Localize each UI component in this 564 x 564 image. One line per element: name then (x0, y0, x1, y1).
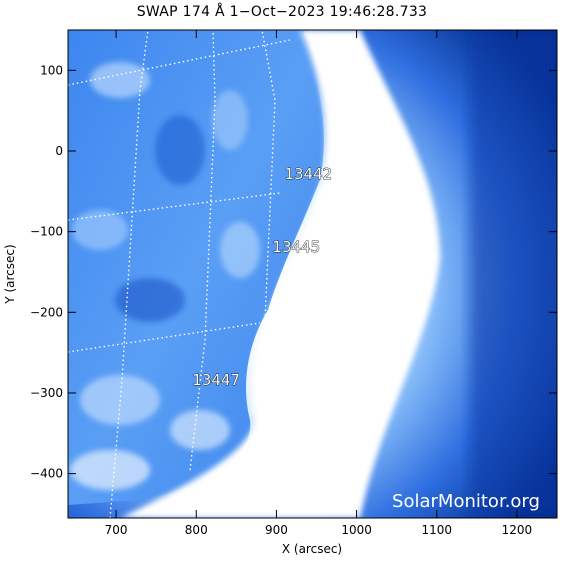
x-tick-label: 1100 (421, 523, 452, 537)
y-tick-label: −200 (30, 305, 63, 319)
active-region-labels: 13442 13445 13447 (192, 165, 333, 389)
x-tick-label: 1000 (341, 523, 372, 537)
active-region-label-13447: 13447 (192, 371, 240, 389)
x-tick-label: 700 (105, 523, 128, 537)
disk-texture (70, 62, 260, 490)
axis-ticks: 700 800 900 1000 1100 12001000−100−200−300−40… (30, 30, 557, 537)
y-tick-label: −400 (30, 467, 63, 481)
solarmonitor-watermark: SolarMonitor.org (392, 491, 540, 512)
y-tick-label: −300 (30, 386, 63, 400)
x-tick-label: 800 (185, 523, 208, 537)
x-tick-label: 900 (265, 523, 288, 537)
y-axis-title: Y (arcsec) (3, 244, 17, 304)
euv-image (68, 30, 557, 518)
y-tick-label: 100 (40, 63, 63, 77)
x-axis-title: X (arcsec) (282, 542, 342, 556)
x-tick-label: 1200 (502, 523, 533, 537)
y-tick-label: −100 (30, 225, 63, 239)
image-title: SWAP 174 Å 1−Oct−2023 19:46:28.733 (136, 4, 428, 20)
plot-frame (67, 29, 558, 519)
active-region-label-13442: 13442 (284, 165, 332, 183)
y-tick-label: 0 (55, 144, 63, 158)
active-region-label-13445: 13445 (272, 238, 320, 256)
heliographic-grid (68, 30, 291, 518)
